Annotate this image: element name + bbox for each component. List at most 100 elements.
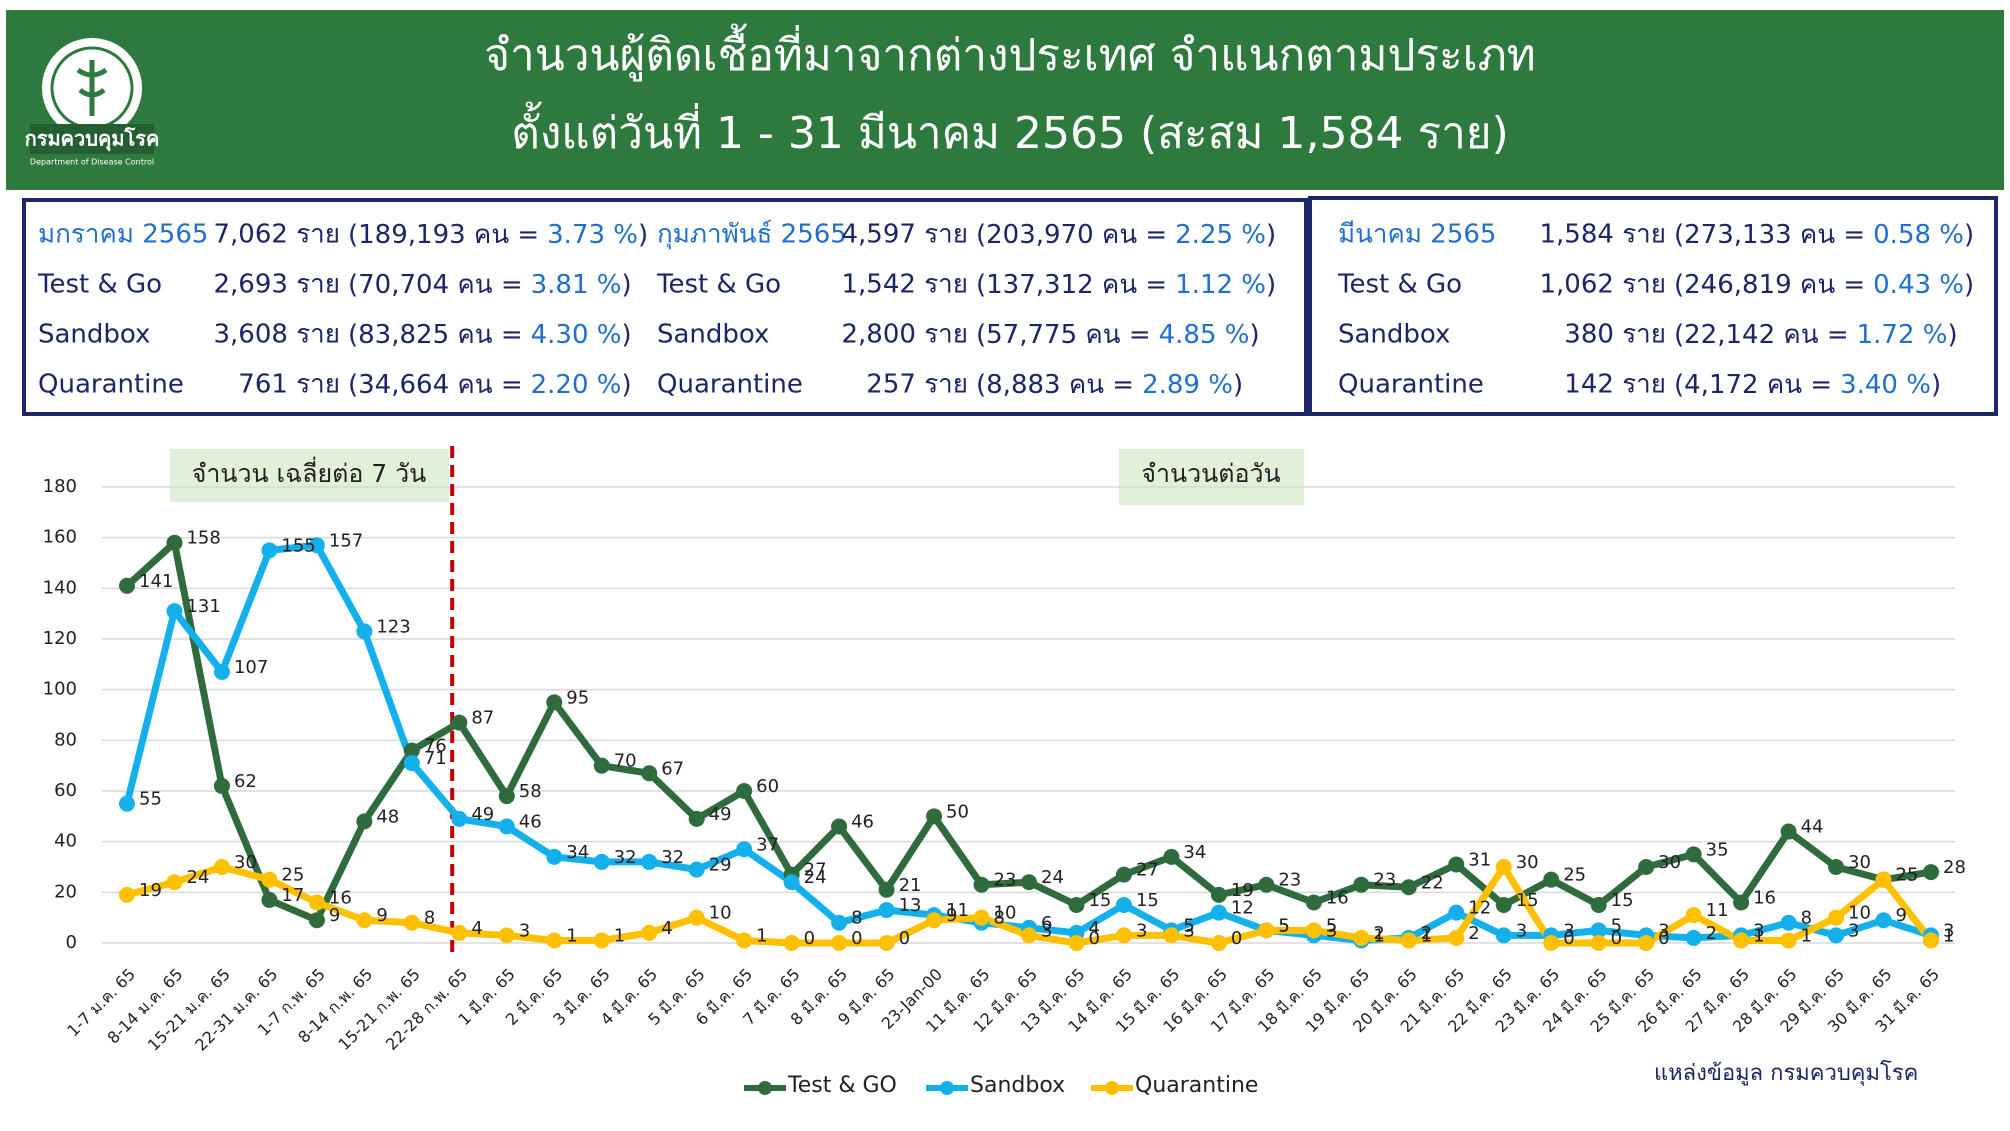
point: [1495, 859, 1512, 875]
point: [1923, 864, 1939, 881]
data-label: 5: [1278, 915, 1289, 936]
summary-box: [22, 198, 1308, 416]
summary-count: 2,800 ราย: [842, 320, 969, 350]
point: [356, 623, 373, 640]
data-label: 3: [1041, 920, 1052, 941]
point: [403, 914, 420, 931]
data-label: 9: [376, 905, 387, 926]
point: [1780, 914, 1797, 931]
data-label: 87: [471, 708, 494, 729]
data-label: 24: [1041, 867, 1064, 888]
data-label: 76: [424, 735, 447, 756]
data-label: 1: [1373, 925, 1384, 946]
data-label: 8: [851, 908, 862, 929]
summary-detail: (246,819 คน = 0.43 %): [1674, 270, 1974, 300]
point: [1828, 927, 1845, 944]
summary-pct: 1.72 %: [1857, 320, 1948, 350]
summary-pct: 4.30 %: [531, 320, 622, 350]
data-label: 8: [994, 908, 1005, 929]
point: [498, 818, 515, 835]
data-label: 4: [661, 918, 672, 939]
data-label: 3: [1563, 920, 1574, 941]
summary-people: (137,312 คน =: [976, 270, 1167, 300]
point: [831, 818, 848, 835]
data-label: 16: [1326, 887, 1349, 908]
point: [451, 714, 468, 731]
data-label: 0: [804, 928, 815, 949]
point: [831, 914, 848, 931]
data-label: 0: [851, 928, 862, 949]
summary-people: (57,775 คน =: [976, 320, 1151, 350]
data-label: 24: [804, 867, 827, 888]
summary-close: ): [1249, 320, 1259, 350]
point: [1923, 932, 1939, 949]
data-label: 16: [1753, 887, 1776, 908]
point: [1780, 823, 1797, 840]
data-label: 9: [1896, 905, 1907, 926]
point: [878, 935, 895, 951]
data-label: 8: [424, 908, 435, 929]
legend-marker: [940, 1081, 954, 1095]
point: [498, 927, 515, 944]
data-label: 31: [1468, 849, 1491, 870]
data-label: 131: [186, 596, 220, 617]
point: [1115, 866, 1132, 883]
data-label: 3: [1943, 920, 1954, 941]
data-label: 10: [994, 903, 1017, 924]
point: [498, 788, 515, 805]
data-label: 158: [186, 528, 220, 549]
data-label: 16: [329, 887, 352, 908]
data-label: 3: [1326, 920, 1337, 941]
data-label: 2: [1373, 923, 1384, 944]
point: [1163, 848, 1180, 865]
data-label: 46: [519, 811, 542, 832]
summary-count: 761 ราย: [238, 370, 340, 400]
data-label: 27: [1136, 860, 1159, 881]
data-label: 15: [1611, 890, 1634, 911]
point: [546, 848, 563, 865]
data-label: 32: [661, 847, 684, 868]
point: [1400, 879, 1417, 896]
data-label: 30: [234, 852, 257, 873]
point: [783, 874, 800, 891]
summary-count: 1,062 ราย: [1540, 270, 1667, 300]
summary-close: ): [1947, 320, 1957, 350]
summary-count: 380 ราย: [1564, 320, 1666, 350]
annotation-box: [1119, 449, 1304, 505]
data-label: 58: [519, 781, 542, 802]
data-label: 19: [1231, 880, 1254, 901]
point: [119, 795, 135, 812]
summary-detail: (203,970 คน = 2.25 %): [976, 220, 1276, 250]
data-label: 5: [1183, 915, 1194, 936]
data-label: 49: [709, 804, 732, 825]
summary-pct: 2.25 %: [1175, 220, 1266, 250]
summary-detail: (137,312 คน = 1.12 %): [976, 270, 1276, 300]
point: [403, 742, 420, 759]
data-label: 55: [139, 789, 162, 810]
point: [1543, 871, 1560, 888]
data-label: 30: [1658, 852, 1681, 873]
data-label: 10: [709, 903, 732, 924]
point: [593, 932, 610, 949]
logo-emblem: [76, 60, 108, 116]
logo-name: กรมควบคุมโรค: [25, 127, 160, 152]
point: [1068, 897, 1085, 913]
data-label: 71: [424, 748, 447, 769]
data-label: 1: [1421, 925, 1432, 946]
data-label: 3: [1753, 920, 1764, 941]
summary-pct: 0.43 %: [1873, 270, 1964, 300]
summary-pct: 2.20 %: [531, 370, 622, 400]
data-label: 25: [1896, 865, 1919, 886]
summary-pct: 4.85 %: [1159, 320, 1250, 350]
summary-close: ): [1964, 220, 1974, 250]
data-label: 11: [946, 900, 969, 921]
data-label: 48: [376, 806, 399, 827]
point: [546, 694, 563, 711]
x-tick-label: 15-21 ม.ค. 65: [144, 965, 234, 1055]
summary-detail: (4,172 คน = 3.40 %): [1674, 370, 1941, 400]
point: [1115, 897, 1132, 913]
summary-people: (8,883 คน =: [976, 370, 1134, 400]
data-label: 13: [899, 895, 922, 916]
point: [1638, 859, 1655, 875]
summary-label: มกราคม 2565: [38, 220, 208, 250]
